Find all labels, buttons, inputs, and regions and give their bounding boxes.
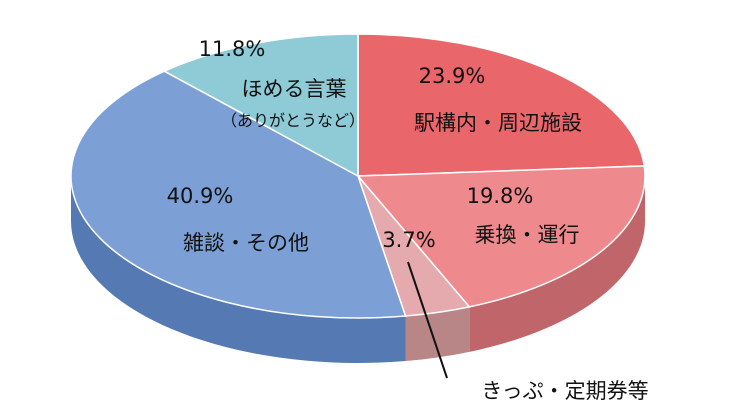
pie-slice-side [71,176,406,363]
slice-category-label: ほめる言葉 [242,77,347,101]
slice-category-label: 駅構内・周辺施設 [414,111,582,135]
slice-category-label: 雑談・その他 [183,231,309,255]
pie-slice-side [405,306,470,362]
slice-value-label: 3.7% [382,228,435,252]
pie-top-slices [70,33,646,319]
slice-value-label: 19.8% [467,184,534,208]
slice-sub-label: （ありがとうなど） [221,111,365,130]
pie-labels: 23.9% 駅構内・周辺施設 19.8% 乗換・運行 3.7% きっぷ・定期券等… [167,37,649,403]
pie-slice [356,165,646,308]
slice-value-label: 40.9% [167,184,234,208]
pie-slice [162,33,359,178]
pie-side-walls [71,176,645,363]
slice-value-label: 23.9% [419,64,486,88]
pie-slice-side [469,176,645,352]
slice-value-label: 11.8% [199,37,266,61]
pie-slice [70,70,407,319]
slice-category-label: 乗換・運行 [475,223,580,247]
pie-slice [357,33,646,177]
leader-line-kippu [407,261,448,379]
slice-category-label: きっぷ・定期券等 [481,379,648,403]
